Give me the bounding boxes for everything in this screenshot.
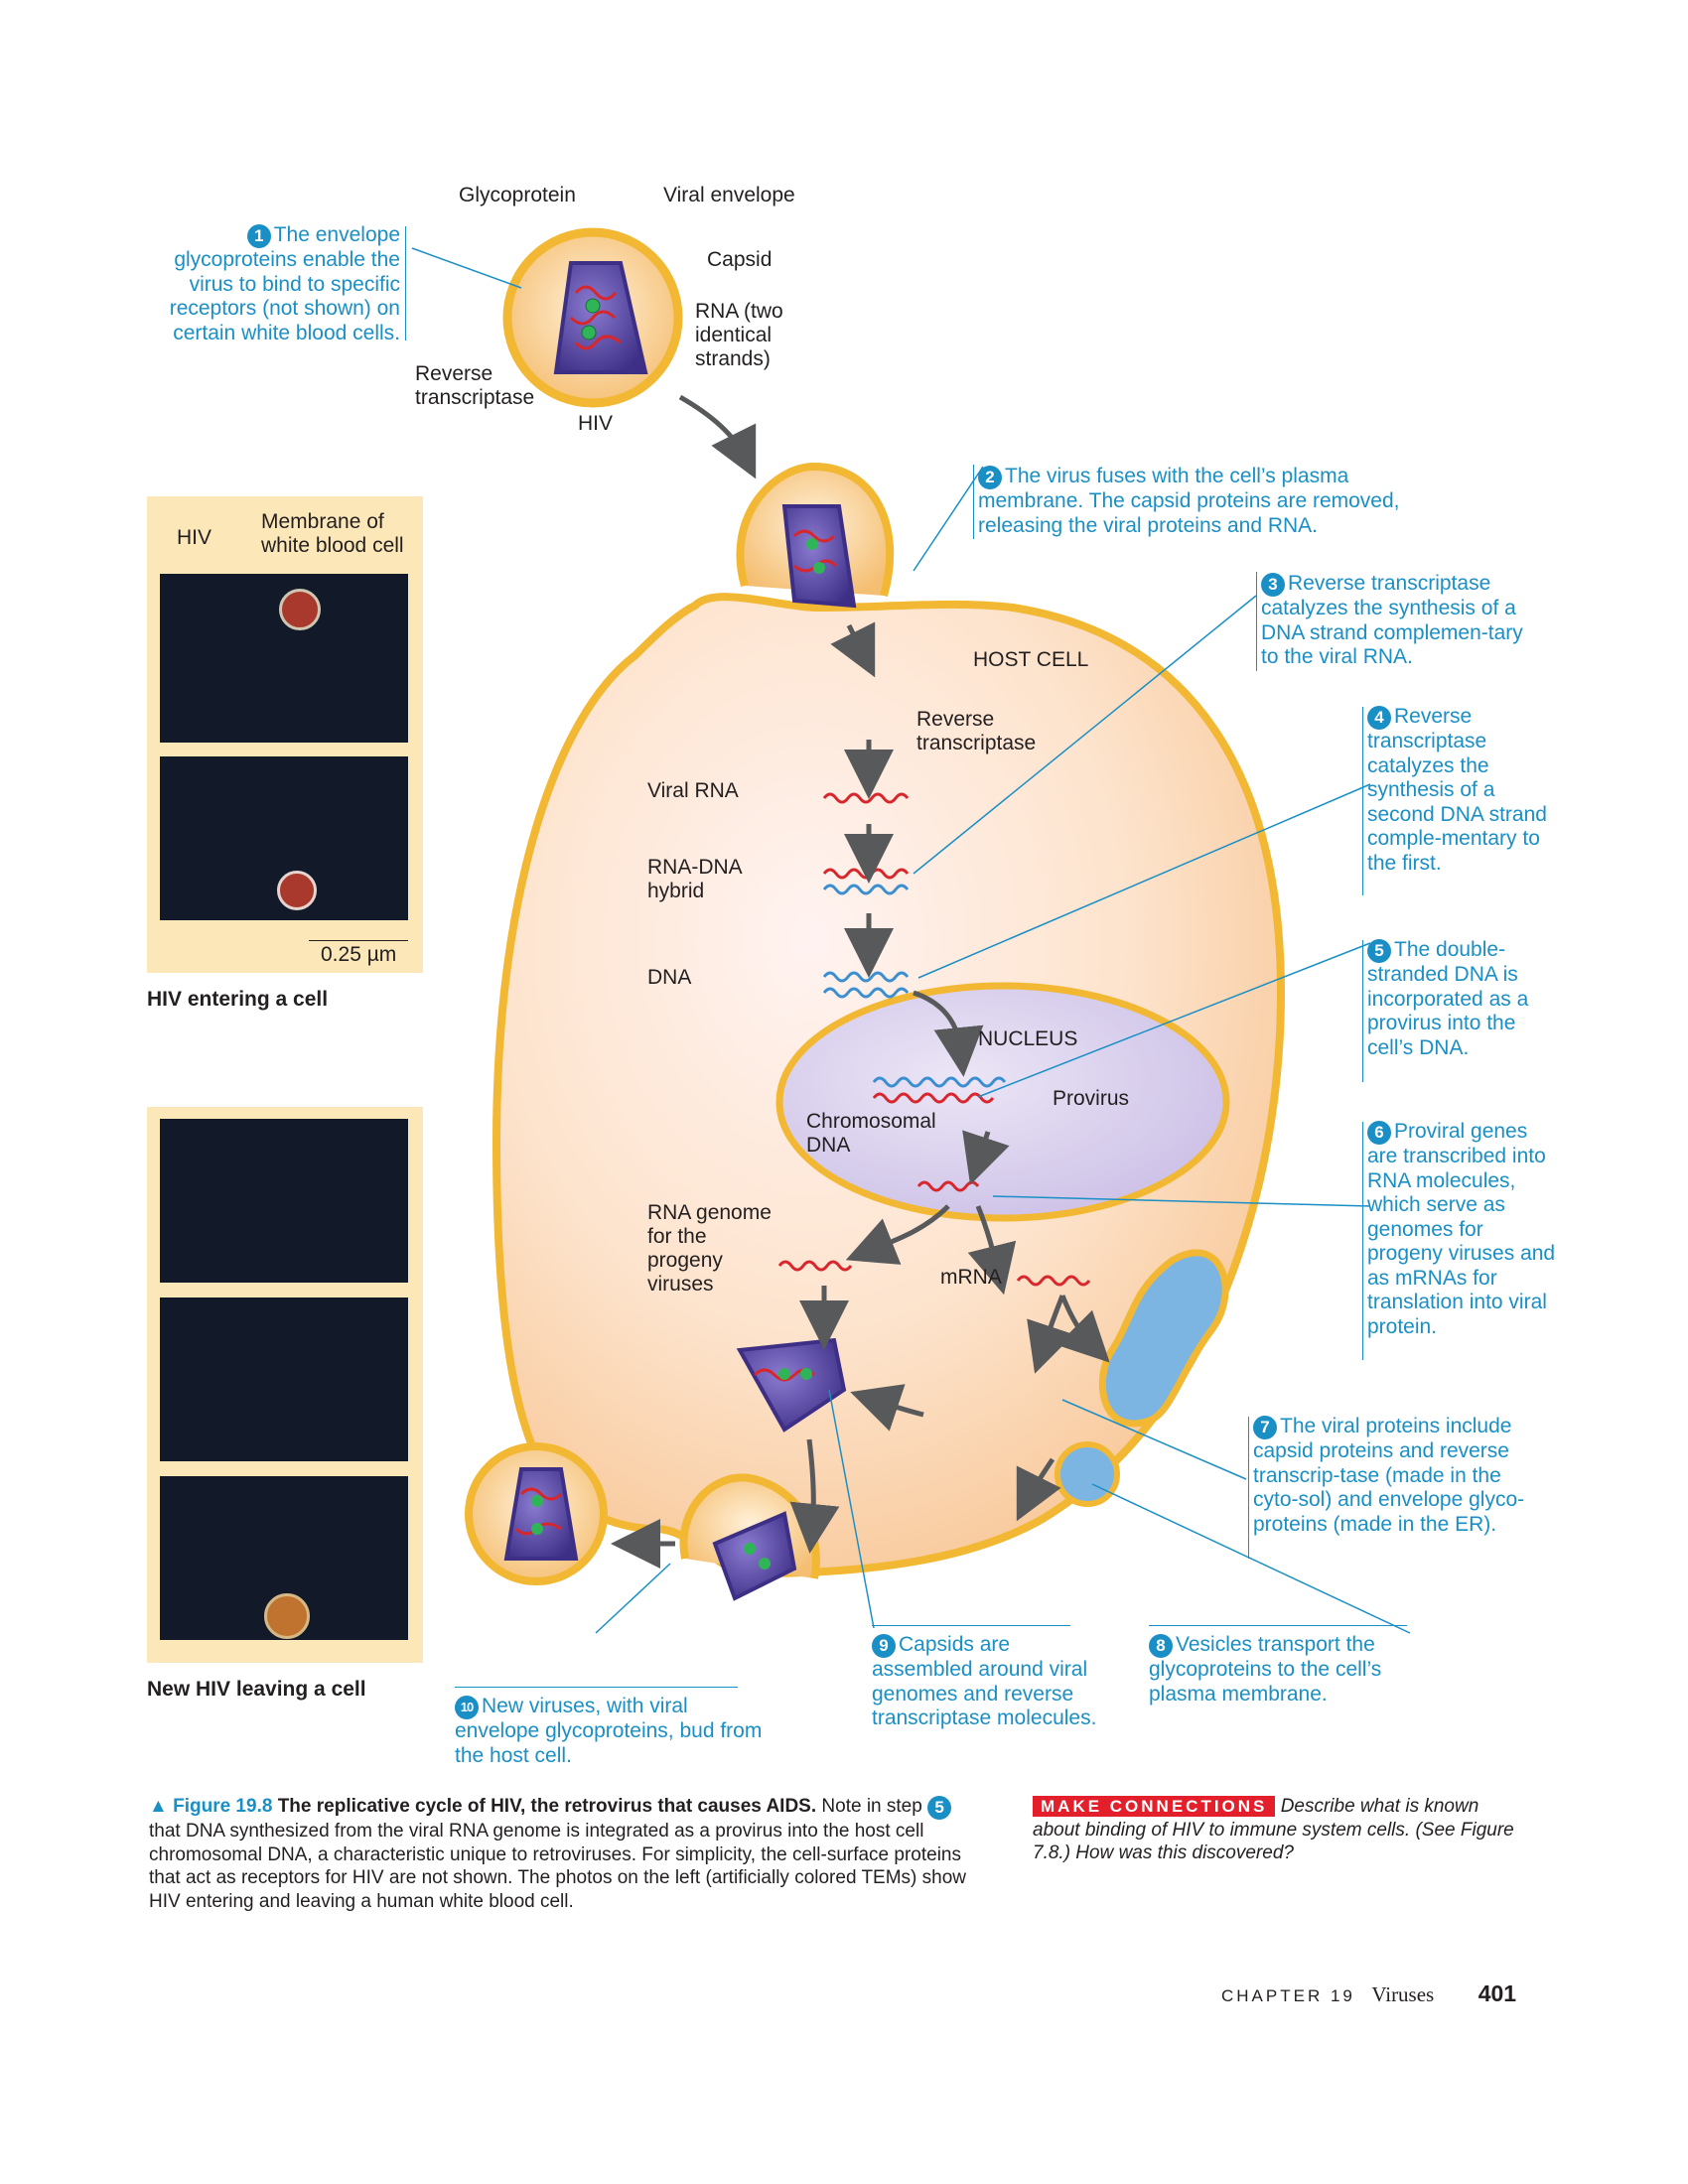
provirus-label: Provirus — [1053, 1087, 1130, 1110]
caption-leaving: New HIV leaving a cell — [147, 1678, 366, 1701]
step-7-bracket — [1248, 1417, 1249, 1559]
leader-lines — [411, 247, 1411, 1634]
step-text: Reverse transcriptase catalyzes the synt… — [1367, 705, 1547, 875]
photo-leaving-1 — [160, 1119, 408, 1283]
photo-entering-1 — [160, 574, 408, 743]
step-5: 5 The double-stranded DNA is incorporated… — [1367, 938, 1536, 1060]
step-number: 1 — [246, 224, 271, 248]
photo-hiv-label: HIV — [177, 526, 212, 549]
top-virus — [502, 227, 683, 408]
photo-entering-2 — [160, 756, 408, 920]
step-6-bracket — [1362, 1122, 1363, 1360]
step-text: Vesicles transport the glycoproteins to … — [1149, 1633, 1382, 1706]
caption-step-ref: 5 — [927, 1796, 952, 1820]
released-virus — [465, 1442, 608, 1585]
scale-label: 0.25 µm — [321, 943, 397, 966]
step-number: 7 — [1253, 1416, 1277, 1439]
step-4: 4 Reverse transcriptase catalyzes the syn… — [1367, 705, 1551, 876]
step-number: 6 — [1367, 1121, 1391, 1145]
step-10-rule — [455, 1687, 738, 1688]
capsid-label: Capsid — [707, 248, 773, 271]
step-2: 2 The virus fuses with the cell’s plasma … — [978, 465, 1435, 538]
mrna-label: mRNA — [940, 1266, 1002, 1289]
rna-genome-label: RNA genome for the progeny viruses — [647, 1201, 772, 1296]
fusing-virus — [736, 462, 895, 609]
viral-envelope-label: Viral envelope — [663, 184, 795, 206]
step-text: New viruses, with viral envelope glycopr… — [455, 1695, 763, 1767]
caption-marker: ▲ — [149, 1796, 168, 1817]
step-number: 9 — [872, 1634, 896, 1658]
dna-label: DNA — [647, 966, 692, 989]
step-5-bracket — [1362, 940, 1363, 1082]
step-text: The virus fuses with the cell’s plasma m… — [978, 465, 1400, 537]
strands — [777, 792, 1091, 1287]
photo-panel-entering: HIV Membrane of white blood cell 0.25 µm — [147, 496, 423, 973]
step-8: 8 Vesicles transport the glycoproteins to… — [1149, 1633, 1437, 1706]
chapter-title: Viruses — [1371, 1982, 1435, 2006]
figure-caption: ▲ Figure 19.8 The replicative cycle of H… — [149, 1795, 973, 1913]
nucleus-label: NUCLEUS — [978, 1027, 1078, 1050]
step-text: Capsids are assembled around viral genom… — [872, 1633, 1097, 1729]
step-text: The double-stranded DNA is incorporated … — [1367, 938, 1529, 1059]
hiv-label: HIV — [578, 412, 614, 435]
rt-label: Reverse transcriptase — [415, 362, 535, 409]
step-3-bracket — [1256, 572, 1257, 671]
nucleus — [775, 982, 1230, 1222]
rna-label: RNA (two identical strands) — [695, 300, 783, 370]
endoplasmic-reticulum — [1098, 1249, 1229, 1428]
step-4-bracket — [1362, 707, 1363, 895]
scale-bar — [309, 940, 408, 942]
step-6: 6 Proviral genes are transcribed into RNA… — [1367, 1120, 1561, 1339]
photo-leaving-3 — [160, 1476, 408, 1640]
page-number: 401 — [1477, 1980, 1517, 2006]
step-9-rule — [872, 1625, 1070, 1626]
make-connections-text: Describe what is known about binding of … — [1033, 1796, 1514, 1863]
chromosomal-dna-label: Chromosomal DNA — [806, 1110, 936, 1157]
step-text: The envelope glycoproteins enable the vi… — [169, 223, 400, 344]
viral-rna-label: Viral RNA — [647, 779, 739, 802]
hiv-particle — [277, 871, 317, 910]
chapter-label: CHAPTER 19 — [1221, 1986, 1355, 2005]
make-connections: MAKE CONNECTIONS Describe what is known … — [1033, 1795, 1529, 1865]
figure-number: Figure 19.8 — [173, 1796, 273, 1817]
caption-text-a: Note in step — [821, 1796, 922, 1817]
step-8-rule — [1149, 1625, 1407, 1626]
step-number: 10 — [455, 1696, 479, 1719]
step-2-bracket — [973, 465, 974, 539]
figure-title: The replicative cycle of HIV, the retrov… — [277, 1796, 817, 1817]
hiv-particle — [264, 1593, 310, 1639]
step-7: 7 The viral proteins include capsid prote… — [1253, 1415, 1531, 1537]
make-connections-tag: MAKE CONNECTIONS — [1033, 1796, 1276, 1817]
step-text: The viral proteins include capsid protei… — [1253, 1415, 1525, 1536]
step-text: Proviral genes are transcribed into RNA … — [1367, 1120, 1556, 1338]
reverse-transcriptase-label: Reverse transcriptase — [916, 708, 1037, 754]
step-3: 3 Reverse transcriptase catalyzes the syn… — [1261, 572, 1529, 670]
caption-entering: HIV entering a cell — [147, 988, 329, 1011]
step-number: 4 — [1367, 706, 1391, 730]
step-number: 8 — [1149, 1634, 1173, 1658]
flow-arrows — [611, 394, 1110, 1569]
step-9: 9 Capsids are assembled around viral geno… — [872, 1633, 1100, 1731]
photo-leaving-2 — [160, 1297, 408, 1461]
step-1-bracket — [405, 226, 406, 341]
glycoprotein-label: Glycoprotein — [459, 184, 576, 206]
step-number: 2 — [978, 466, 1002, 489]
caption-text-b: that DNA synthesized from the viral RNA … — [149, 1821, 967, 1912]
host-cell-label: HOST CELL — [973, 648, 1089, 671]
rna-dna-hybrid-label: RNA-DNA hybrid — [647, 856, 742, 902]
step-10: 10 New viruses, with viral envelope glyco… — [455, 1695, 773, 1768]
step-number: 3 — [1261, 573, 1285, 597]
step-text: Reverse transcriptase catalyzes the synt… — [1261, 572, 1523, 668]
hiv-particle — [279, 589, 321, 630]
step-number: 5 — [1367, 939, 1391, 963]
photo-panel-leaving — [147, 1107, 423, 1663]
page-footer: CHAPTER 19 Viruses 401 — [1221, 1980, 1539, 2010]
vesicle — [1055, 1441, 1120, 1507]
photo-membrane-label: Membrane of white blood cell — [261, 510, 404, 557]
step-1: 1 The envelope glycoproteins enable the v… — [149, 223, 400, 345]
